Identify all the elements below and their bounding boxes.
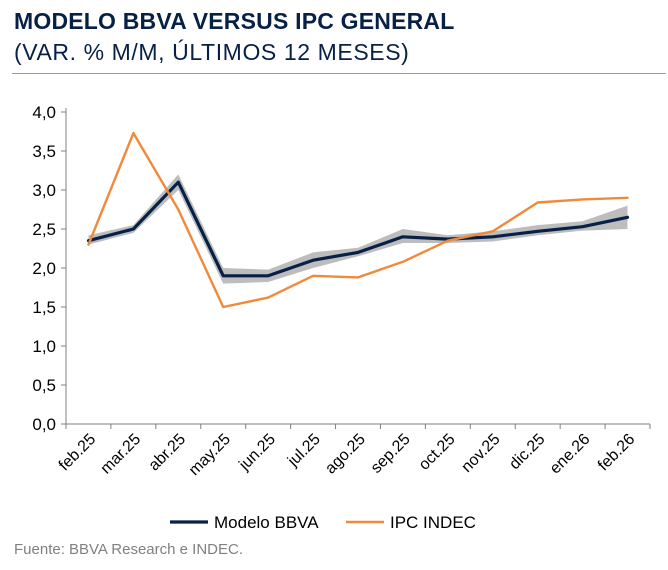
y-tick-label: 3,0	[32, 181, 56, 200]
x-tick-label: jul.25	[284, 431, 324, 471]
legend-item-ipc-indec: IPC INDEC	[346, 513, 476, 532]
y-tick-label: 2,0	[32, 259, 56, 278]
x-tick-label: jun.25	[235, 431, 279, 475]
legend-label: IPC INDEC	[390, 513, 476, 532]
y-tick-labels: 0,0 0,5 1,0 1,5 2,0 2,5 3,0 3,5 4,0	[32, 103, 56, 434]
model-range-band-layer	[88, 174, 628, 284]
x-tick-label: ene.26	[547, 431, 594, 478]
x-tick-label: oct.25	[416, 431, 459, 474]
axes	[61, 108, 651, 429]
chart-title: MODELO BBVA VERSUS IPC GENERAL	[14, 8, 455, 34]
y-tick-label: 2,5	[32, 220, 56, 239]
y-tick-label: 1,0	[32, 337, 56, 356]
series-line-ipc-indec	[87, 131, 629, 309]
y-tick-label: 0,0	[32, 415, 56, 434]
series-line-modelo-bbva	[86, 180, 630, 278]
x-tick-label: dic.25	[506, 431, 548, 473]
x-tick-label: feb.26	[595, 431, 639, 475]
x-tick-label: mar.25	[98, 431, 145, 478]
y-tick-label: 1,5	[32, 298, 56, 317]
x-tick-label: sep.25	[368, 431, 414, 477]
x-tick-label: may.25	[186, 431, 234, 479]
model-range-band	[88, 174, 628, 284]
title-divider	[12, 73, 666, 74]
x-tick-label: nov.25	[458, 431, 503, 476]
source-note: Fuente: BBVA Research e INDEC.	[14, 541, 243, 558]
y-tick-label: 4,0	[32, 103, 56, 122]
x-tick-label: ago.25	[322, 431, 369, 478]
legend: Modelo BBVA IPC INDEC	[170, 513, 476, 532]
x-tick-label: feb.25	[56, 431, 100, 475]
y-tick-label: 3,5	[32, 142, 56, 161]
legend-item-modelo-bbva: Modelo BBVA	[170, 513, 319, 532]
chart-subtitle: (VAR. % M/M, ÚLTIMOS 12 MESES)	[14, 39, 410, 65]
y-tick-label: 0,5	[32, 376, 56, 395]
x-tick-label: abr.25	[146, 431, 190, 475]
legend-label: Modelo BBVA	[214, 513, 319, 532]
series-lines	[86, 131, 630, 309]
